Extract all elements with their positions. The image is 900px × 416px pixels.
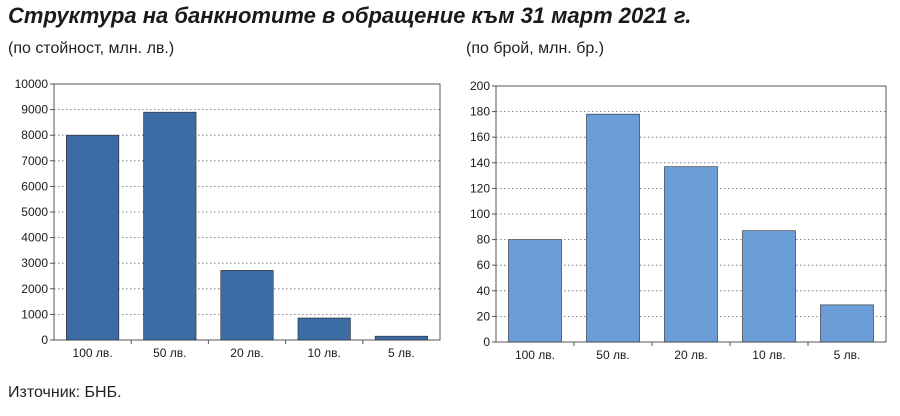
value-chart-ytick-label: 6000 [21,179,48,193]
value-chart-category-label: 10 лв. [307,346,340,360]
left-chart-subtitle: (по стойност, млн. лв.) [8,40,175,57]
count-chart-ytick-label: 140 [470,156,490,170]
count-chart-category-label: 20 лв. [674,348,707,362]
count-chart-bar [508,239,562,343]
value-chart-bar [297,317,351,341]
count-chart-bar [820,304,874,343]
value-chart-ytick-label: 3000 [21,256,48,270]
count-chart-ytick-label: 80 [477,233,491,247]
count-chart-category-label: 50 лв. [596,348,629,362]
count-chart-ytick-label: 160 [470,130,490,144]
value-chart-bar [220,270,274,341]
value-chart-bar [66,134,120,341]
count-chart-ytick-label: 120 [470,181,490,195]
value-chart-bar [374,335,428,341]
count-chart-bar [586,113,640,343]
value-chart-category-label: 5 лв. [388,346,415,360]
count-chart-ytick-label: 40 [477,284,491,298]
value-chart-bar [143,111,197,341]
count-chart-bar [742,230,796,343]
value-chart-ytick-label: 9000 [21,103,48,117]
count-chart-ytick-label: 60 [477,258,491,272]
count-chart-ytick-label: 180 [470,105,490,119]
value-chart-ytick-label: 8000 [21,128,48,142]
value-chart-category-label: 50 лв. [153,346,186,360]
count-chart-bar [664,166,718,343]
count-chart-ytick-label: 200 [470,79,490,93]
value-chart-ytick-label: 2000 [21,282,48,296]
count-chart-ytick-label: 20 [477,309,491,323]
value-chart-category-label: 20 лв. [230,346,263,360]
right-chart-subtitle: (по брой, млн. бр.) [466,40,605,57]
source-note: Източник: БНБ. [8,384,122,401]
value-chart-ytick-label: 0 [41,333,48,347]
value-chart-category-label: 100 лв. [73,346,113,360]
value-chart-ytick-label: 1000 [21,307,48,321]
count-chart-ytick-label: 100 [470,207,490,221]
chart-title: Структура на банкнотите в обращение към … [8,3,692,28]
value-chart-ytick-label: 4000 [21,231,48,245]
count-chart-category-label: 100 лв. [515,348,555,362]
value-chart-ytick-label: 10000 [15,77,49,91]
count-chart-category-label: 5 лв. [834,348,861,362]
value-chart-ytick-label: 7000 [21,154,48,168]
count-chart-category-label: 10 лв. [752,348,785,362]
value-chart-ytick-label: 5000 [21,205,48,219]
count-chart-ytick-label: 0 [483,335,490,349]
